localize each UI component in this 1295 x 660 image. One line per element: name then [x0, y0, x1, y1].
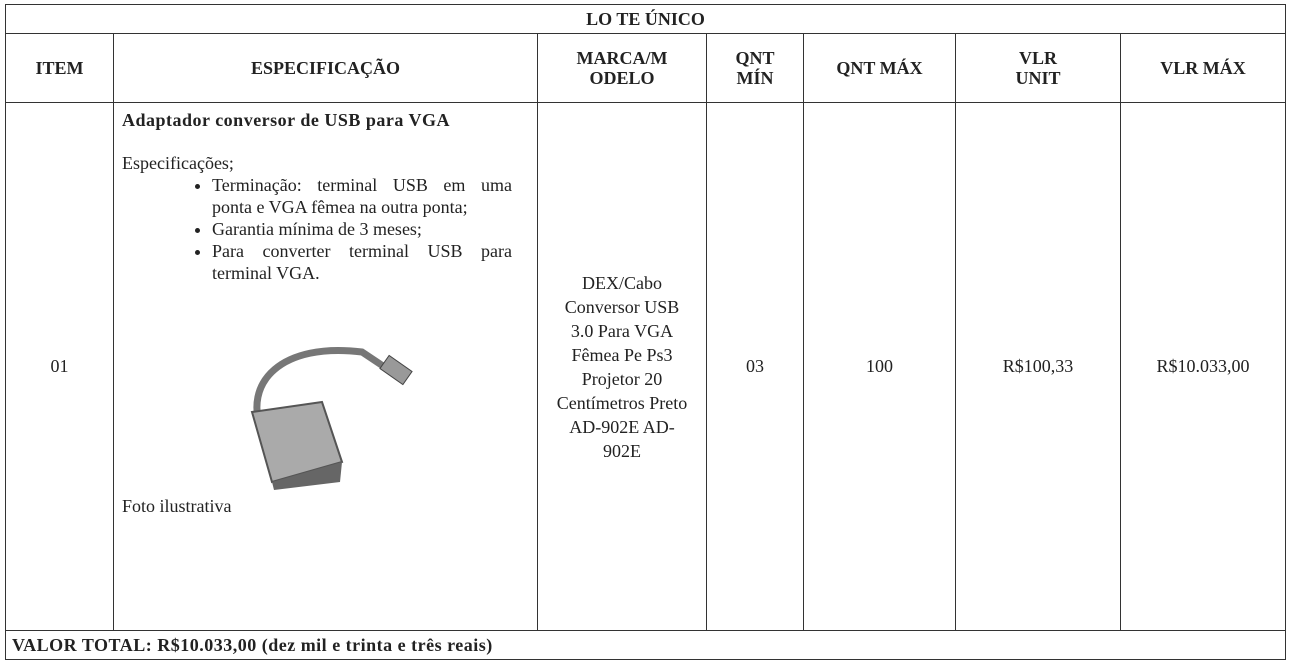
- specification: Adaptador conversor de USB para VGA Espe…: [113, 102, 538, 631]
- column-header: QNT MÍN: [706, 33, 804, 103]
- photo-caption: Foto ilustrativa: [122, 496, 232, 516]
- column-header: ESPECIFICAÇÃO: [113, 33, 538, 103]
- total: VALOR TOTAL: R$10.033,00 (dez mil e trin…: [4, 630, 1287, 660]
- lot-table: LO TE ÚNICO ITEM ESPECIFICAÇÃO MARCA/M ODEL…: [4, 4, 1287, 660]
- header-row: ITEM ESPECIFICAÇÃO MARCA/M ODELO QNT MÍN QNT M…: [5, 33, 1287, 103]
- column-header: VLR MÁX: [1119, 33, 1287, 103]
- spec-list: Terminação: terminal USB em uma ponta e …: [122, 174, 512, 284]
- brand-model: DEX/Cabo Conversor USB 3.0 Para VGA Fême…: [537, 102, 707, 631]
- unit-price: R$100,33: [955, 102, 1121, 631]
- header-line: MÍN: [736, 68, 774, 88]
- product-photo: [250, 347, 413, 490]
- header-line: UNIT: [1015, 68, 1061, 88]
- max-price: R$10.033,00: [1119, 102, 1287, 631]
- table-title: LO TE ÚNICO: [4, 4, 1287, 34]
- header-line: VLR: [1018, 48, 1057, 68]
- column-header: QNT MÁX: [803, 33, 956, 103]
- header-line: QNT: [735, 48, 775, 68]
- header-line: ESPECIFICAÇÃO: [250, 58, 401, 78]
- item-row: 01 Adaptador conversor de USB para VGA E…: [5, 102, 1287, 631]
- spec-title: Adaptador conversor de USB para VGA: [122, 110, 451, 130]
- column-header: MARCA/M ODELO: [537, 33, 707, 103]
- qnt-min: 03: [706, 102, 804, 631]
- column-header: VLR UNIT: [955, 33, 1121, 103]
- header-line: MARCA/M: [576, 48, 668, 68]
- spec-bullet: Garantia mínima de 3 meses;: [212, 218, 512, 240]
- qnt-max: 100: [803, 102, 956, 631]
- header-line: ODELO: [589, 68, 655, 88]
- header-line: ITEM: [35, 58, 84, 78]
- header-line: QNT MÁX: [836, 58, 923, 78]
- spec-intro: Especificações;: [122, 153, 234, 173]
- item-number: 01: [5, 102, 114, 631]
- header-line: VLR MÁX: [1160, 58, 1246, 78]
- spec-bullet: Para converter terminal USB para termina…: [212, 240, 512, 284]
- column-header: ITEM: [5, 33, 114, 103]
- spec-bullet: Terminação: terminal USB em uma ponta e …: [212, 174, 512, 218]
